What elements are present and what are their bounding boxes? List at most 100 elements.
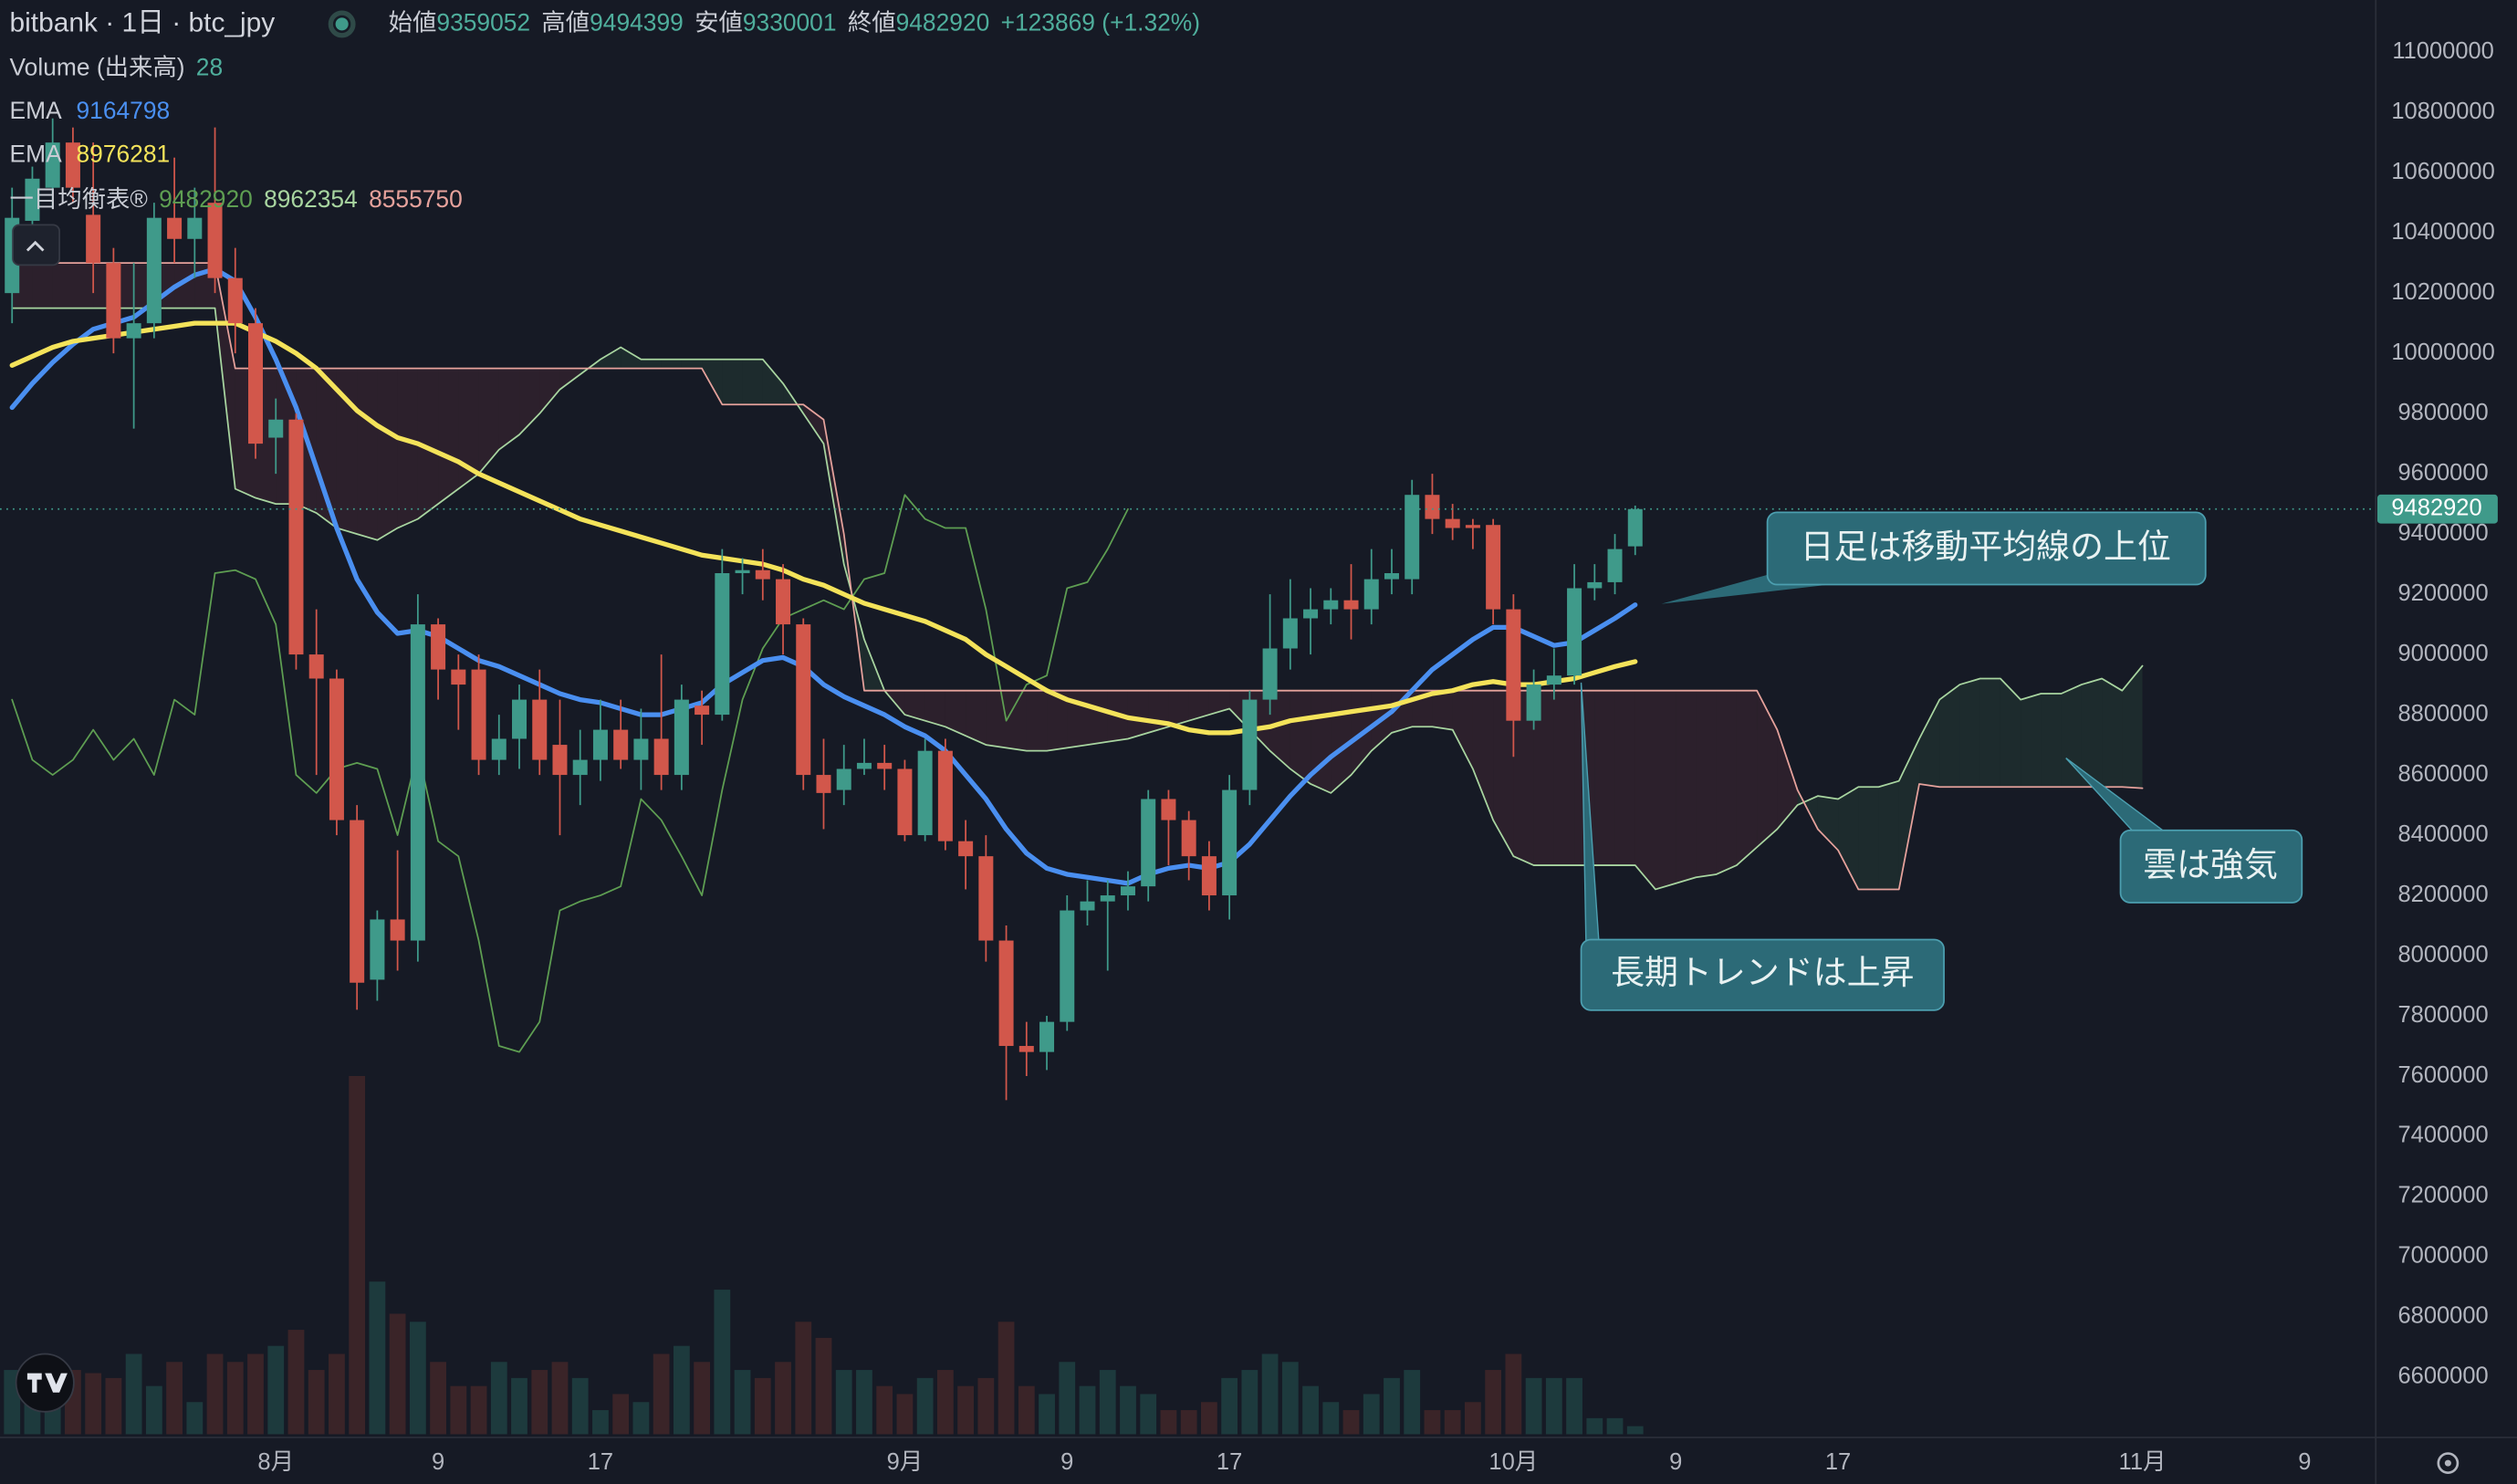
settings-icon-center: [2444, 1459, 2451, 1467]
volume-bar: [673, 1345, 690, 1435]
cloud-segment: [478, 368, 499, 475]
cloud-segment: [1878, 780, 1899, 890]
candle-body: [65, 142, 80, 188]
candle-body: [572, 759, 588, 776]
volume-bar: [632, 1402, 650, 1435]
y-tick-label: 6600000: [2397, 1364, 2488, 1389]
volume-bar: [490, 1362, 507, 1435]
x-tick-label: 17: [588, 1449, 613, 1475]
legend-value: 9164798: [77, 97, 171, 124]
settings-icon[interactable]: [2437, 1452, 2460, 1475]
volume-bar: [754, 1377, 771, 1435]
cloud-segment: [1513, 690, 1534, 866]
volume-bar: [1221, 1377, 1238, 1435]
volume-bar: [551, 1362, 569, 1435]
cloud-segment: [1614, 690, 1635, 866]
cloud-segment: [1736, 690, 1758, 866]
volume-bar: [125, 1353, 142, 1435]
cloud-segment: [661, 359, 682, 369]
candle-body: [268, 419, 284, 438]
volume-bar: [287, 1330, 305, 1435]
volume-bar: [876, 1385, 893, 1435]
cloud-segment: [1676, 690, 1697, 883]
cloud-segment: [681, 359, 703, 369]
volume-bar: [775, 1362, 791, 1435]
volume-bar: [1241, 1370, 1258, 1435]
candle-body: [592, 729, 608, 760]
cloud-segment: [1757, 690, 1778, 848]
candle-body: [512, 699, 527, 739]
candle-body: [227, 277, 243, 324]
ichimoku-legend: 一目均衡表® 9482920 8962354 8555750: [10, 185, 463, 213]
ohlc-value: 9482920: [896, 8, 990, 36]
legend-value: 8976281: [77, 141, 171, 168]
y-tick-label: 8600000: [2397, 761, 2488, 787]
volume-bar: [430, 1362, 446, 1435]
legend-name: EMA: [10, 97, 63, 124]
volume-bar: [1261, 1353, 1279, 1435]
volume-bar: [1099, 1370, 1116, 1435]
x-tick-label: 11月: [2119, 1449, 2167, 1475]
y-tick-label: 10400000: [2391, 219, 2494, 245]
collapse-button[interactable]: [12, 224, 60, 266]
volume-bar: [936, 1370, 954, 1435]
volume-legend: Volume (出来高) 28: [10, 54, 224, 81]
volume-layer: [4, 1075, 1644, 1435]
status-dot: [335, 17, 349, 31]
candle-body: [1222, 789, 1238, 896]
candle-body: [1018, 1046, 1034, 1052]
ichimoku-line: [11, 307, 2144, 891]
x-tick-label: 9: [432, 1449, 444, 1475]
volume-bar: [1505, 1353, 1522, 1435]
volume-bar: [916, 1377, 934, 1435]
cloud-segment: [924, 690, 945, 727]
candle-body: [917, 750, 933, 836]
legend-name: 一目均衡表®: [10, 185, 149, 213]
volume-bar: [592, 1410, 609, 1435]
volume-bar: [166, 1362, 183, 1435]
candle-body: [370, 919, 385, 980]
volume-bar: [856, 1370, 872, 1435]
volume-bar: [1342, 1410, 1360, 1435]
cloud-segment: [1594, 690, 1615, 866]
volume-bar: [247, 1353, 264, 1435]
volume-bar: [267, 1345, 285, 1435]
volume-bar: [1201, 1402, 1217, 1435]
ohlc-value: 9359052: [436, 8, 530, 36]
candle-body: [329, 678, 344, 820]
candle-body: [187, 217, 203, 239]
chart-title: bitbank · 1日 · btc_jpy: [10, 7, 276, 37]
volume-bar: [1424, 1410, 1441, 1435]
y-tick-label: 10600000: [2391, 159, 2494, 184]
tradingview-logo[interactable]: [15, 1353, 75, 1413]
callout-text: 長期トレンドは上昇: [1611, 954, 1914, 991]
settings-button[interactable]: [2437, 1452, 2460, 1475]
candle-body: [1363, 579, 1379, 610]
candle-body: [1080, 901, 1095, 911]
legend-value: 9482920: [159, 185, 253, 213]
cloud-segment: [1553, 690, 1575, 866]
line-layer: [9, 262, 2144, 1053]
candle-body: [45, 142, 60, 188]
x-tick-label: 17: [1825, 1449, 1851, 1475]
cloud-segment: [1188, 690, 1209, 721]
ohlc-label: 始値: [389, 8, 437, 36]
volume-bar: [815, 1337, 832, 1435]
cloud-segment: [1634, 690, 1655, 890]
candle-body: [1060, 910, 1075, 1022]
ohlc-label: 終値: [848, 8, 896, 36]
candle-body: [796, 624, 811, 776]
logo-circle[interactable]: [15, 1353, 75, 1413]
volume-bar: [329, 1353, 345, 1435]
y-tick-label: 11000000: [2392, 38, 2494, 64]
volume-bar: [409, 1322, 426, 1435]
cloud-segment: [966, 690, 987, 746]
cloud-segment: [641, 359, 662, 369]
volume-bar: [1180, 1410, 1197, 1435]
volume-bar: [1485, 1370, 1502, 1435]
candle-body: [491, 738, 507, 760]
cloud-segment: [1655, 690, 1676, 890]
cloud-segment: [986, 690, 1007, 748]
cloud-segment: [32, 263, 53, 308]
y-tick-label: 6800000: [2397, 1303, 2488, 1329]
